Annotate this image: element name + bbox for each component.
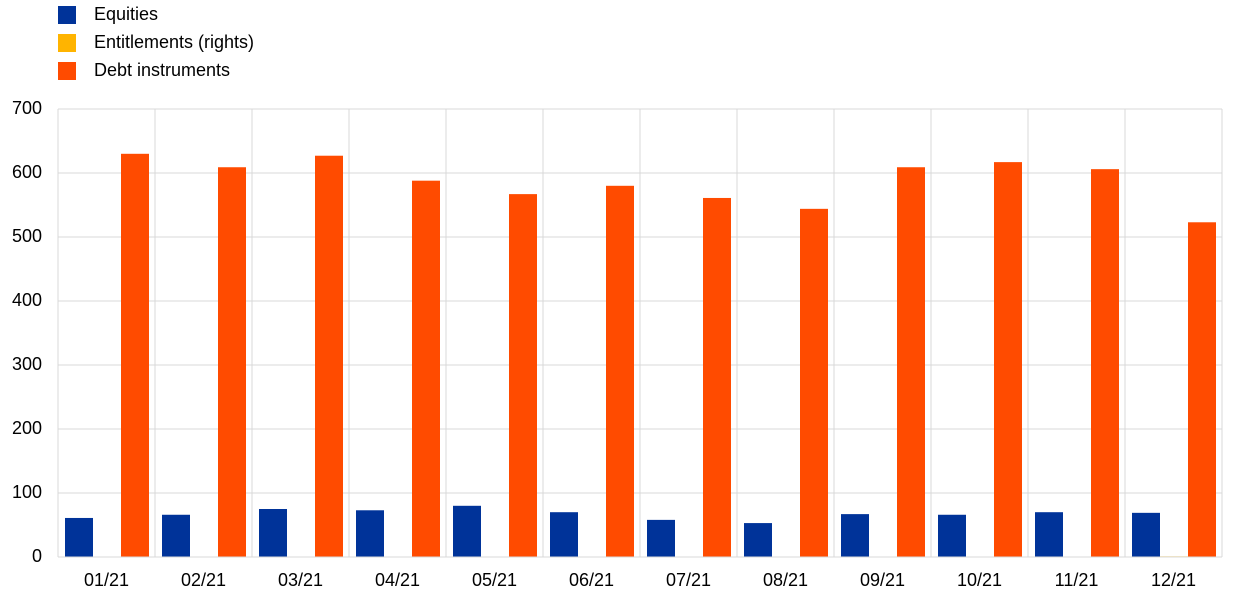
x-tick-label: 04/21 [375,570,420,590]
bar [744,523,772,557]
legend-swatch [58,6,76,24]
bar [356,510,384,557]
bar [1035,512,1063,557]
bar [218,167,246,558]
x-tick-label: 02/21 [181,570,226,590]
bar [509,194,537,557]
y-tick-label: 0 [32,546,42,566]
bar [453,505,481,557]
bar [938,514,966,557]
bar [162,514,190,557]
bar [994,162,1022,557]
bar [315,155,343,557]
legend-label: Equities [94,4,158,24]
x-tick-label: 11/21 [1055,570,1099,590]
bar [800,208,828,557]
bar [897,167,925,558]
bar [1091,169,1119,557]
bar [1132,512,1160,557]
bar [412,180,440,557]
bar [65,517,93,557]
x-tick-label: 10/21 [957,570,1002,590]
y-tick-label: 300 [12,354,42,374]
bar [259,509,287,557]
legend-swatch [58,34,76,52]
y-tick-label: 200 [12,418,42,438]
bar [1188,222,1216,557]
x-tick-label: 01/21 [84,570,129,590]
y-tick-label: 600 [12,162,42,182]
bar [550,512,578,557]
bar [121,153,149,558]
legend-swatch [58,62,76,80]
legend-label: Debt instruments [94,60,230,80]
y-tick-label: 500 [12,226,42,246]
x-tick-label: 06/21 [569,570,614,590]
x-tick-label: 12/21 [1151,570,1196,590]
x-tick-label: 05/21 [472,570,517,590]
y-tick-label: 100 [12,482,42,502]
x-tick-label: 03/21 [278,570,323,590]
bar [841,514,869,557]
bar [703,197,731,557]
x-tick-label: 08/21 [763,570,808,590]
y-tick-label: 400 [12,290,42,310]
x-tick-label: 07/21 [666,570,711,590]
bar [647,519,675,557]
x-tick-label: 09/21 [860,570,905,590]
bar [606,185,634,558]
y-tick-label: 700 [12,98,42,118]
legend-label: Entitlements (rights) [94,32,254,52]
